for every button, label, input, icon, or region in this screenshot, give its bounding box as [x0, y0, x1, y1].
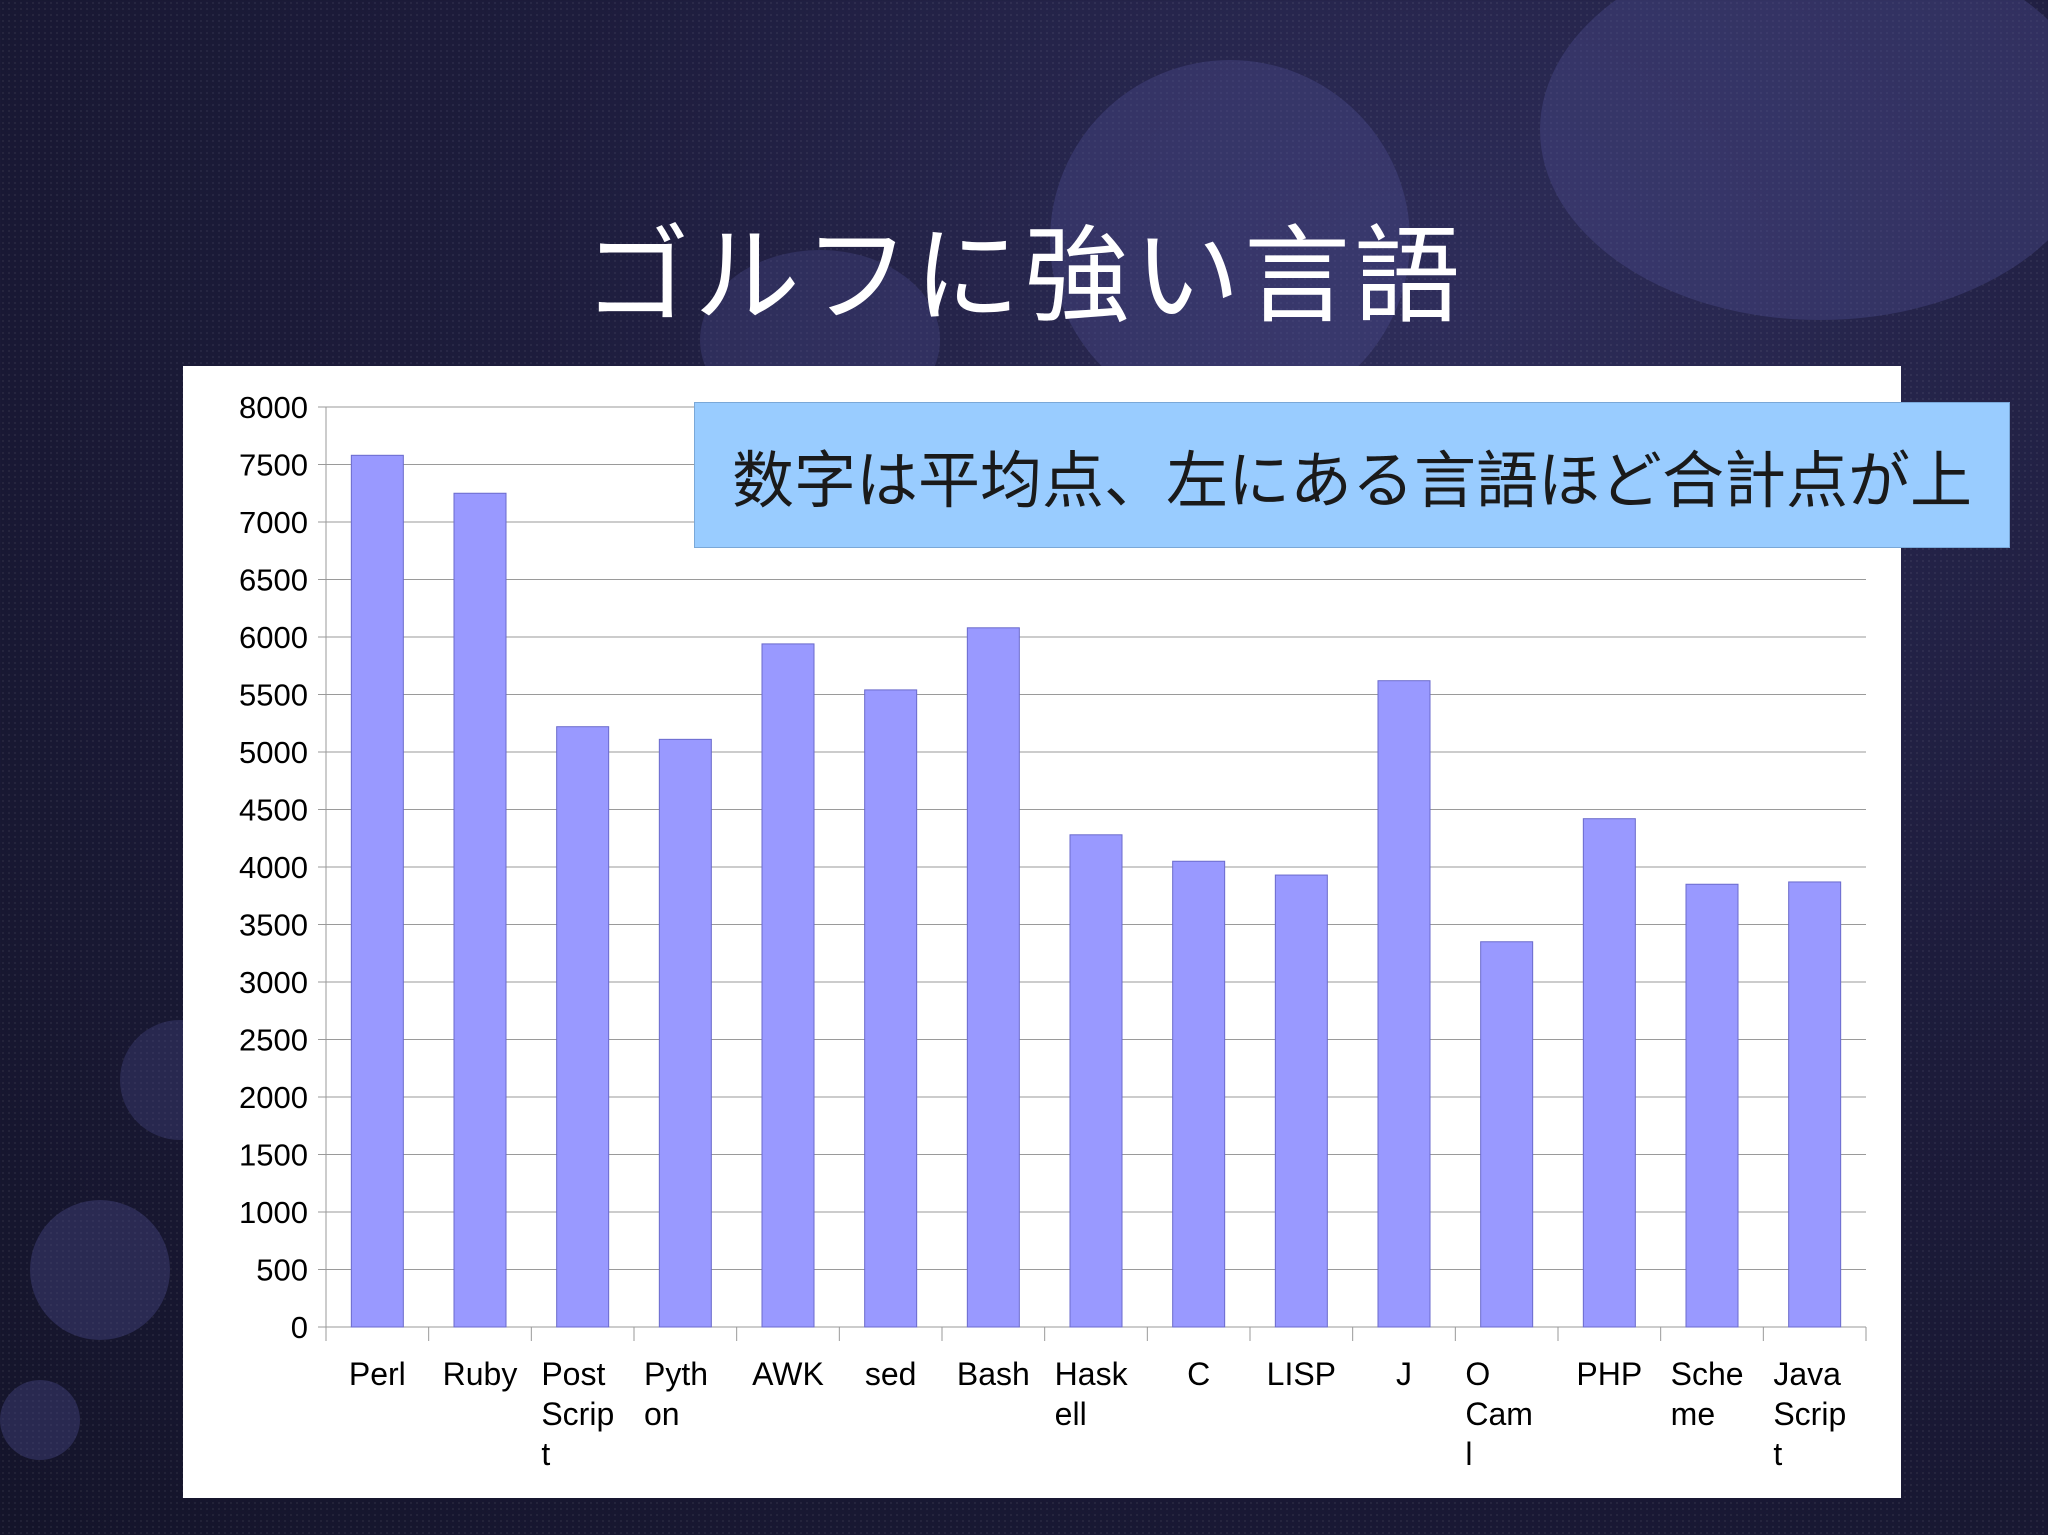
x-tick-label-line: Post	[541, 1356, 605, 1392]
bar-2	[556, 726, 610, 1328]
x-tick-label: Pyth on	[644, 1356, 708, 1432]
x-tick-label-line: sed	[865, 1356, 917, 1392]
bar-14	[1788, 881, 1842, 1328]
x-tick-label-line: Cam	[1465, 1396, 1533, 1432]
y-tick-label: 1500	[239, 1138, 308, 1173]
y-tick-label: 500	[256, 1253, 308, 1288]
bar-3	[658, 738, 712, 1328]
y-tick-label: 7000	[239, 505, 308, 540]
x-tick-label-line: on	[644, 1396, 680, 1432]
bar-8	[1172, 860, 1226, 1328]
y-tick-label: 6000	[239, 620, 308, 655]
x-tick-label: Java Scrip t	[1773, 1356, 1846, 1472]
bar-5	[864, 689, 918, 1328]
x-tick-label-line: t	[1773, 1436, 1782, 1472]
y-tick-label: 6500	[239, 563, 308, 598]
y-tick-label: 5500	[239, 678, 308, 713]
x-tick-label-line: Perl	[349, 1356, 406, 1392]
decorative-circle-mid	[1050, 60, 1410, 420]
x-tick-label-line: Scrip	[1773, 1396, 1846, 1432]
chart-panel: 0 500 1000 1500 2000 2500 3000 3500 4000 4500 5000…	[183, 366, 1901, 1498]
y-tick-label: 4500	[239, 793, 308, 828]
y-tick-label: 0	[291, 1310, 308, 1345]
x-tick-label-line: J	[1396, 1356, 1412, 1392]
x-tick-label-line: Java	[1773, 1356, 1841, 1392]
y-tick-label: 2000	[239, 1080, 308, 1115]
x-tick-label: LISP	[1267, 1356, 1336, 1392]
x-tick-label: O Cam l	[1465, 1356, 1533, 1472]
x-tick-label-line: AWK	[752, 1356, 824, 1392]
x-tick-label-line: ell	[1055, 1396, 1087, 1432]
x-tick-label-line: PHP	[1576, 1356, 1642, 1392]
x-tick-label: AWK	[752, 1356, 824, 1392]
bar-6	[966, 627, 1020, 1328]
bar-12	[1582, 818, 1636, 1328]
x-tick-label-line: Ruby	[443, 1356, 518, 1392]
decorative-circle-large	[1540, 0, 2048, 320]
x-tick-label-line: Scrip	[541, 1396, 614, 1432]
chart-callout: 数字は平均点、左にある言語ほど合計点が上	[694, 402, 2010, 548]
y-tick-label: 5000	[239, 735, 308, 770]
y-tick-label: 8000	[239, 390, 308, 425]
x-tick-label-line: me	[1671, 1396, 1715, 1432]
bar-1	[453, 492, 507, 1328]
x-tick-label: PHP	[1576, 1356, 1642, 1392]
y-tick-label: 3500	[239, 908, 308, 943]
x-tick-label-line: LISP	[1267, 1356, 1336, 1392]
bar-9	[1274, 874, 1328, 1328]
x-tick-label-line: O	[1465, 1356, 1490, 1392]
x-tick-label-line: Bash	[957, 1356, 1030, 1392]
x-tick-label: C	[1187, 1356, 1210, 1392]
x-tick-label-line: Hask	[1055, 1356, 1129, 1392]
y-tick-label: 2500	[239, 1023, 308, 1058]
x-tick-label: Perl	[349, 1356, 406, 1392]
x-tick-label: Bash	[957, 1356, 1030, 1392]
x-tick-label: Sche me	[1671, 1356, 1744, 1432]
x-tick-label: Post Scrip t	[541, 1356, 614, 1472]
x-tick-label: J	[1396, 1356, 1412, 1392]
x-tick-label-line: t	[541, 1436, 550, 1472]
bar-7	[1069, 834, 1123, 1328]
y-tick-label: 7500	[239, 448, 308, 483]
bar-0	[350, 454, 404, 1328]
x-tick-label: Ruby	[443, 1356, 518, 1392]
x-tick-label-line: Sche	[1671, 1356, 1744, 1392]
x-tick-label-line: Pyth	[644, 1356, 708, 1392]
y-tick-label: 4000	[239, 850, 308, 885]
x-tick-label: Hask ell	[1055, 1356, 1129, 1432]
bar-4	[761, 643, 815, 1328]
bar-11	[1480, 941, 1534, 1328]
bar-chart: 0 500 1000 1500 2000 2500 3000 3500 4000 4500 5000…	[239, 390, 1867, 1472]
bar-10	[1377, 680, 1431, 1328]
y-tick-label: 3000	[239, 965, 308, 1000]
decorative-circle-left-2	[0, 1380, 80, 1460]
x-tick-label-line: C	[1187, 1356, 1210, 1392]
x-tick-label: sed	[865, 1356, 917, 1392]
decorative-circle-left	[30, 1200, 170, 1340]
slide-title: ゴルフに強い言語	[584, 215, 1464, 338]
bar-13	[1685, 883, 1739, 1328]
y-tick-label: 1000	[239, 1195, 308, 1230]
x-tick-label-line: l	[1465, 1436, 1472, 1472]
